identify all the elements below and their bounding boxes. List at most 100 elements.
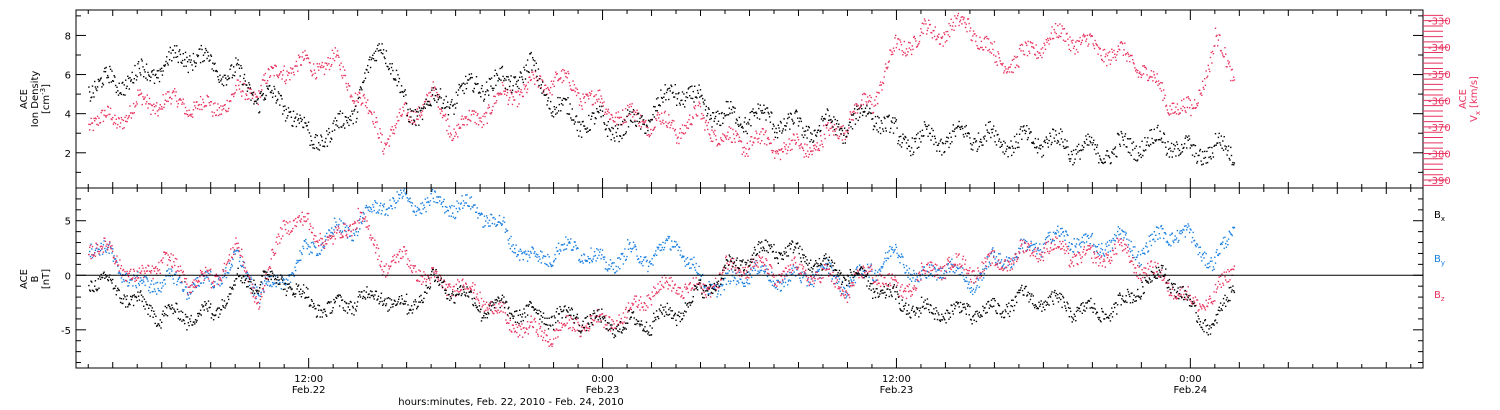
density-point — [499, 67, 501, 70]
density-point — [882, 130, 885, 132]
vx-point — [741, 153, 743, 155]
density-point — [846, 135, 848, 138]
vx-point — [636, 109, 638, 111]
density-point — [385, 50, 388, 52]
density-point — [938, 142, 940, 145]
by-point — [655, 250, 657, 252]
vx-point — [452, 139, 454, 142]
by-point — [1053, 240, 1055, 242]
vx-point — [587, 95, 589, 97]
by-point — [749, 273, 751, 275]
vx-point — [892, 47, 895, 49]
by-point — [1222, 237, 1225, 239]
density-point — [788, 116, 790, 118]
by-point — [289, 281, 292, 283]
density-point — [624, 132, 627, 135]
density-point — [802, 127, 804, 129]
density-point — [1156, 126, 1158, 129]
density-point — [645, 132, 647, 134]
by-point — [1108, 244, 1110, 246]
by-point — [429, 200, 432, 202]
density-point — [1212, 156, 1215, 158]
vx-point — [182, 98, 184, 100]
density-point — [256, 102, 258, 104]
by-point — [1114, 233, 1116, 236]
density-point — [815, 135, 818, 137]
density-point — [956, 127, 958, 129]
vx-point — [670, 124, 672, 126]
vx-point — [1224, 47, 1226, 49]
density-point — [1200, 160, 1202, 162]
density-point — [489, 78, 491, 80]
density-point — [346, 122, 349, 124]
density-point — [1150, 143, 1152, 146]
by-point — [957, 267, 960, 270]
by-point — [188, 297, 190, 299]
density-point — [599, 109, 602, 111]
vx-point — [1105, 53, 1107, 55]
by-point — [588, 258, 590, 260]
density-point — [112, 80, 115, 82]
density-point — [586, 131, 588, 133]
by-point — [504, 231, 506, 233]
vx-point — [386, 142, 388, 144]
vx-point — [879, 84, 881, 86]
density-point — [1171, 156, 1173, 158]
by-point — [493, 223, 496, 225]
vx-point — [382, 150, 384, 152]
density-point — [256, 99, 259, 101]
density-point — [326, 130, 328, 132]
by-point — [1128, 239, 1130, 241]
density-point — [673, 96, 675, 98]
vx-point — [430, 95, 432, 98]
vx-point — [153, 106, 156, 108]
density-point — [781, 132, 783, 134]
density-point — [369, 66, 372, 69]
vx-point — [1200, 92, 1202, 94]
vx-point — [1212, 53, 1215, 55]
by-point — [838, 278, 841, 280]
vx-point — [228, 107, 230, 110]
vx-point — [1127, 53, 1130, 55]
vx-point — [367, 112, 370, 114]
by-point — [742, 282, 744, 285]
vx-point — [604, 113, 606, 115]
density-point — [492, 89, 494, 92]
vx-point — [443, 115, 445, 117]
density-point — [684, 106, 686, 108]
by-point — [622, 252, 624, 255]
by-point — [1034, 243, 1036, 246]
by-point — [384, 214, 386, 216]
vx-point — [1018, 48, 1021, 50]
by-point — [343, 222, 345, 224]
by-point — [317, 254, 319, 256]
by-point — [420, 202, 422, 205]
density-point — [577, 121, 579, 123]
by-point — [773, 285, 775, 287]
vx-point — [1110, 59, 1112, 61]
density-point — [706, 115, 708, 117]
density-point — [641, 115, 643, 117]
density-point — [804, 134, 806, 136]
density-point — [1209, 146, 1211, 149]
density-point — [330, 137, 332, 139]
vx-point — [877, 102, 879, 105]
density-point — [1205, 162, 1207, 164]
density-point — [418, 124, 420, 126]
vx-point — [1085, 40, 1087, 42]
density-point — [869, 107, 871, 110]
density-point — [169, 46, 171, 49]
by-point — [260, 291, 262, 293]
vx-point — [163, 103, 166, 105]
by-point — [282, 281, 284, 283]
vx-point — [148, 103, 150, 105]
vx-point — [396, 116, 398, 118]
density-point — [1095, 153, 1097, 155]
by-point — [180, 281, 182, 283]
density-point — [562, 97, 565, 100]
density-point — [970, 148, 972, 150]
vx-point — [1096, 44, 1098, 46]
by-point — [605, 261, 607, 263]
by-point — [304, 240, 306, 243]
density-point — [906, 147, 908, 150]
